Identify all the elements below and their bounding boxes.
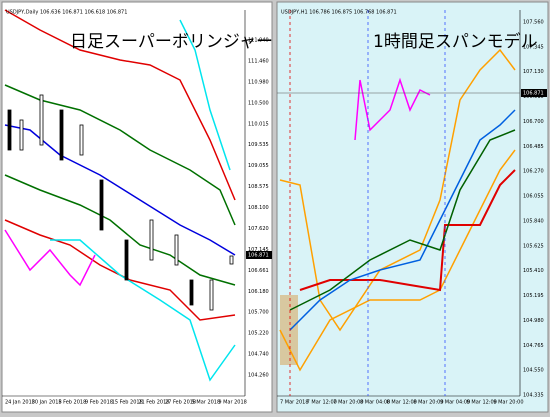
price-label: 104.765 — [523, 343, 544, 349]
price-label: 105.195 — [523, 293, 544, 299]
right-indicators — [279, 48, 516, 372]
chart-header: USDJPY,Daily 106.636 106.871 106.618 106… — [6, 10, 127, 16]
date-label: 7 Mar 2018 — [280, 400, 309, 406]
date-label: 15 Feb 2018 — [112, 400, 143, 406]
date-label: 5 Feb 2018 — [58, 400, 86, 406]
span-area — [280, 295, 298, 365]
price-label: 104.980 — [523, 318, 544, 324]
price-label: 106.055 — [523, 194, 544, 200]
price-label: 106.661 — [248, 268, 269, 274]
overlay-title: 日足スーパーボリンジャー — [70, 32, 273, 52]
chart-header: USDJPY,H1 106.786 106.875 106.768 106.87… — [281, 10, 397, 16]
date-label: 8 Mar 04:00 — [360, 400, 390, 406]
price-label: 104.550 — [523, 368, 544, 374]
price-label: 108.100 — [248, 205, 269, 211]
price-label: 105.700 — [248, 310, 269, 316]
price-label: 105.625 — [523, 243, 544, 249]
current-price-box — [246, 251, 272, 259]
price-label: 104.335 — [523, 393, 544, 399]
price-label: 106.700 — [523, 119, 544, 125]
date-label: 9 Mar 2018 — [218, 400, 247, 406]
price-label: 107.130 — [523, 69, 544, 75]
price-label: 111.460 — [248, 58, 269, 64]
date-label: 8 Mar 12:00 — [387, 400, 417, 406]
date-label: 9 Feb 2018 — [85, 400, 113, 406]
price-label: 110.500 — [248, 100, 269, 106]
price-label: 107.145 — [248, 247, 269, 253]
overlay-title: 1時間足スパンモデル — [373, 31, 538, 52]
day-lines — [289, 10, 446, 396]
price-label: 108.575 — [248, 184, 269, 190]
current-price: 106.871 — [248, 253, 269, 259]
price-label: 105.840 — [523, 218, 544, 224]
date-label: 27 Feb 2018 — [165, 400, 196, 406]
date-label: 21 Feb 2018 — [138, 400, 169, 406]
date-label: 5 Mar 2018 — [192, 400, 221, 406]
price-label: 107.560 — [523, 20, 544, 26]
date-label: 9 Mar 12:00 — [467, 400, 497, 406]
price-label: 107.620 — [248, 226, 269, 232]
date-label: 8 Mar 20:00 — [413, 400, 443, 406]
right-panel — [276, 1, 549, 413]
date-label: 9 Mar 04:00 — [440, 400, 470, 406]
price-label: 106.915 — [523, 94, 544, 100]
price-label: 105.220 — [248, 331, 269, 337]
price-label: 109.535 — [248, 142, 269, 148]
current-price-box — [521, 89, 547, 97]
left-candles — [7, 94, 234, 311]
price-label: 107.345 — [523, 44, 544, 50]
date-label: 9 Mar 20:00 — [493, 400, 523, 406]
price-label: 106.180 — [248, 289, 269, 295]
price-label: 111.940 — [248, 38, 269, 44]
price-label: 110.015 — [248, 121, 269, 127]
left-indicators — [4, 9, 236, 382]
price-label: 106.485 — [523, 144, 544, 150]
price-label: 104.740 — [248, 352, 269, 358]
price-label: 106.270 — [523, 169, 544, 175]
current-price: 106.871 — [523, 91, 544, 97]
date-label: 7 Mar 20:00 — [333, 400, 363, 406]
price-label: 109.055 — [248, 163, 269, 169]
date-label: 7 Mar 12:00 — [307, 400, 337, 406]
price-label: 105.410 — [523, 268, 544, 274]
price-label: 104.260 — [248, 373, 269, 379]
date-label: 24 Jan 2018 — [5, 400, 35, 406]
price-label: 110.980 — [248, 79, 269, 85]
date-label: 30 Jan 2018 — [32, 400, 62, 406]
